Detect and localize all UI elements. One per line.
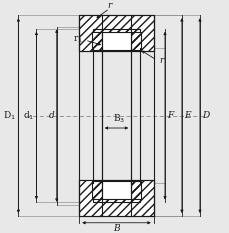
Bar — [131, 181, 141, 199]
Bar — [91, 181, 101, 199]
Text: F: F — [166, 111, 173, 120]
Bar — [101, 32, 131, 50]
Text: r: r — [159, 56, 163, 65]
Bar — [91, 32, 101, 50]
Text: r$_1$: r$_1$ — [72, 35, 82, 45]
Bar — [79, 180, 153, 216]
Bar — [91, 181, 101, 199]
Bar — [93, 183, 139, 202]
Bar — [79, 15, 153, 51]
Bar — [79, 15, 153, 51]
Text: d: d — [49, 111, 54, 120]
Text: B: B — [113, 224, 119, 233]
Bar — [79, 180, 153, 216]
Bar — [93, 29, 139, 48]
Text: E: E — [183, 111, 190, 120]
Text: D$_1$: D$_1$ — [3, 109, 16, 122]
Text: B$_3$: B$_3$ — [112, 113, 124, 125]
Text: d$_1$: d$_1$ — [23, 109, 34, 122]
Text: r: r — [107, 1, 111, 10]
Bar — [91, 32, 101, 50]
Bar — [131, 32, 141, 50]
Bar — [101, 181, 131, 199]
Bar — [93, 183, 139, 202]
Text: D: D — [201, 111, 209, 120]
Bar — [79, 180, 153, 216]
Bar — [131, 181, 141, 199]
Bar — [79, 15, 153, 51]
Bar — [131, 32, 141, 50]
Bar — [93, 29, 139, 48]
